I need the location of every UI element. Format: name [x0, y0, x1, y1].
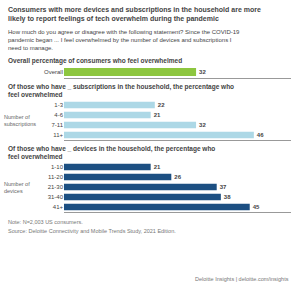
svg-text:32: 32 — [199, 69, 206, 75]
svg-text:Note: N=2,003 US consumers.: Note: N=2,003 US consumers. — [8, 219, 83, 225]
svg-text:How much do you agree or disag: How much do you agree or disagree with t… — [8, 29, 240, 51]
svg-text:Deloitte Insights | deloitte.c: Deloitte Insights | deloitte.com/insight… — [195, 276, 289, 282]
svg-text:Overall: Overall — [44, 69, 63, 75]
svg-text:46: 46 — [257, 132, 264, 138]
svg-text:4-6: 4-6 — [54, 112, 63, 118]
svg-text:21-30: 21-30 — [48, 184, 64, 190]
svg-text:7-11: 7-11 — [51, 122, 63, 128]
svg-text:Consumers with more devices an: Consumers with more devices and subscrip… — [8, 6, 261, 23]
svg-text:21: 21 — [154, 164, 161, 170]
svg-text:32: 32 — [199, 122, 206, 128]
svg-text:Of those who have _ subscripti: Of those who have _ subscriptions in the… — [8, 83, 234, 98]
svg-text:31-40: 31-40 — [48, 194, 64, 200]
svg-text:Number ofdevices: Number ofdevices — [4, 181, 30, 194]
svg-text:26: 26 — [174, 174, 181, 180]
svg-text:37: 37 — [220, 184, 227, 190]
svg-text:11+: 11+ — [53, 132, 63, 138]
svg-text:Overall percentage of consumer: Overall percentage of consumers who feel… — [8, 57, 182, 65]
svg-text:Of those who have _ devices in: Of those who have _ devices in the house… — [8, 145, 215, 160]
svg-text:1-10: 1-10 — [51, 164, 64, 170]
svg-text:Number ofsubscriptions: Number ofsubscriptions — [4, 114, 36, 127]
svg-text:Source: Deloitte Connectivity: Source: Deloitte Connectivity and Mobile… — [8, 228, 176, 234]
svg-text:22: 22 — [158, 102, 165, 108]
svg-text:38: 38 — [224, 194, 231, 200]
svg-text:11-20: 11-20 — [48, 174, 64, 180]
svg-text:21: 21 — [154, 112, 161, 118]
svg-text:45: 45 — [253, 204, 260, 210]
svg-text:41+: 41+ — [53, 204, 64, 210]
svg-text:1-3: 1-3 — [54, 102, 63, 108]
